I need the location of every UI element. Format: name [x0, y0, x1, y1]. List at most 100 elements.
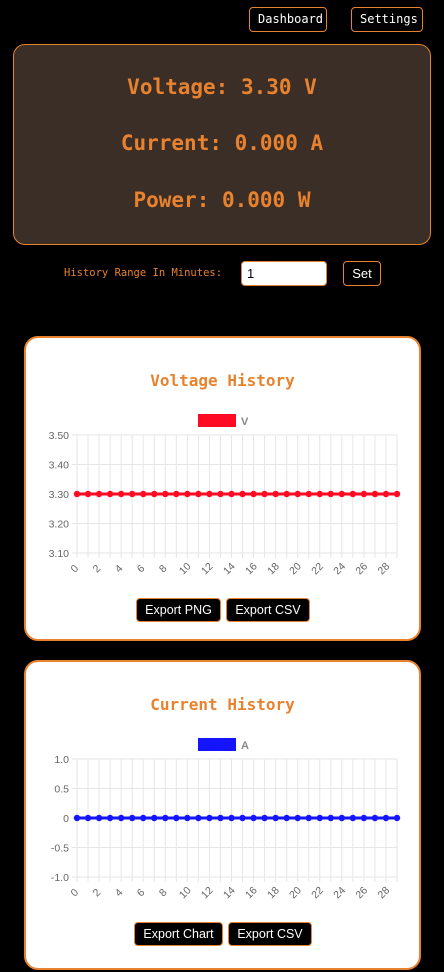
data-point[interactable]	[382, 814, 390, 822]
data-point[interactable]	[206, 814, 213, 822]
data-point[interactable]	[294, 490, 301, 498]
x-tick-label: 16	[243, 560, 260, 577]
data-point[interactable]	[283, 814, 290, 822]
data-point[interactable]	[360, 490, 368, 498]
x-tick-label: 6	[135, 562, 148, 575]
dashboard-button[interactable]: Dashboard	[249, 7, 327, 32]
data-point[interactable]	[184, 490, 191, 498]
x-tick-label: 24	[331, 560, 348, 577]
y-tick-label: 3.10	[49, 548, 70, 560]
data-point[interactable]	[261, 490, 268, 498]
current-history-card: Current History 1.0 0.5 0 -0.5 -1.0 0 2 4 6 8 10 12…	[24, 660, 421, 970]
x-tick-label: 0	[69, 562, 82, 575]
data-point[interactable]	[140, 814, 147, 822]
data-point[interactable]	[128, 814, 136, 822]
data-point[interactable]	[349, 490, 357, 498]
data-point[interactable]	[338, 814, 346, 822]
data-point[interactable]	[239, 490, 246, 498]
y-tick-label: 3.30	[49, 489, 70, 501]
data-point[interactable]	[261, 814, 268, 822]
data-point[interactable]	[305, 490, 312, 498]
export-chart-button[interactable]: Export Chart	[134, 922, 223, 946]
export-voltage-csv-button[interactable]: Export CSV	[226, 598, 310, 622]
x-tick-label: 18	[265, 884, 282, 901]
chart-legend[interactable]: V	[198, 414, 249, 428]
data-point[interactable]	[95, 490, 103, 498]
data-point[interactable]	[338, 490, 346, 498]
data-point[interactable]	[316, 490, 323, 498]
data-point[interactable]	[173, 490, 180, 498]
data-point[interactable]	[316, 814, 323, 822]
data-point[interactable]	[151, 814, 158, 822]
history-range-label: History Range In Minutes:	[64, 267, 223, 279]
legend-label: V	[241, 416, 249, 428]
data-point[interactable]	[217, 814, 224, 822]
settings-button[interactable]: Settings	[351, 7, 423, 32]
data-point[interactable]	[283, 490, 290, 498]
data-point[interactable]	[140, 490, 147, 498]
data-point[interactable]	[195, 814, 202, 822]
data-point[interactable]	[162, 814, 169, 822]
x-tick-label: 10	[177, 560, 194, 577]
x-tick-label: 6	[135, 886, 148, 899]
data-point[interactable]	[106, 490, 114, 498]
data-point[interactable]	[272, 490, 279, 498]
data-point[interactable]	[305, 814, 312, 822]
data-point[interactable]	[228, 814, 235, 822]
data-point[interactable]	[117, 814, 125, 822]
data-point[interactable]	[228, 490, 235, 498]
current-history-title: Current History	[150, 695, 295, 714]
data-point[interactable]	[294, 814, 301, 822]
x-tick-label: 22	[309, 884, 326, 901]
data-point[interactable]	[349, 814, 357, 822]
data-point[interactable]	[327, 814, 334, 822]
data-point[interactable]	[371, 490, 379, 498]
data-point[interactable]	[73, 490, 81, 498]
y-tick-label: 3.40	[49, 460, 70, 472]
data-point[interactable]	[195, 490, 202, 498]
x-tick-label: 0	[69, 886, 82, 899]
data-point[interactable]	[272, 814, 279, 822]
x-tick-label: 20	[287, 560, 304, 577]
x-tick-label: 28	[375, 884, 392, 901]
data-point[interactable]	[95, 814, 103, 822]
data-point[interactable]	[371, 814, 379, 822]
export-png-button[interactable]: Export PNG	[136, 598, 221, 622]
data-point[interactable]	[117, 490, 125, 498]
power-readout: Power: 0.000 W	[133, 188, 311, 212]
data-point[interactable]	[393, 814, 401, 822]
data-point[interactable]	[84, 814, 92, 822]
y-tick-label: 0.5	[54, 784, 69, 796]
data-point[interactable]	[382, 490, 390, 498]
data-point[interactable]	[162, 490, 169, 498]
data-point[interactable]	[360, 814, 368, 822]
data-point[interactable]	[250, 490, 257, 498]
data-point[interactable]	[84, 490, 92, 498]
current-history-chart: 1.00.50-0.5-1.00 2 4 6 8 10 12 14 16 18 20 22 24 26 28…	[51, 738, 401, 901]
data-point[interactable]	[106, 814, 114, 822]
export-current-csv-button[interactable]: Export CSV	[228, 922, 312, 946]
data-point[interactable]	[217, 490, 224, 498]
data-point[interactable]	[327, 490, 334, 498]
history-range-set-button[interactable]: Set	[343, 261, 381, 286]
data-point[interactable]	[239, 814, 246, 822]
x-tick-label: 24	[331, 884, 348, 901]
x-tick-label: 10	[177, 884, 194, 901]
data-point[interactable]	[184, 814, 191, 822]
voltage-history-card: Voltage History 3.50 3.40 3.30 3.20 3.10 0 2 4 6…	[24, 336, 421, 641]
data-point[interactable]	[206, 490, 213, 498]
data-point[interactable]	[151, 490, 158, 498]
history-range-input[interactable]	[241, 261, 327, 286]
x-tick-label: 26	[353, 560, 370, 577]
voltage-history-title: Voltage History	[150, 371, 295, 390]
x-tick-label: 20	[287, 884, 304, 901]
data-point[interactable]	[250, 814, 257, 822]
chart-legend[interactable]: A	[198, 738, 249, 752]
data-point[interactable]	[173, 814, 180, 822]
x-tick-label: 14	[221, 884, 238, 901]
data-point[interactable]	[73, 814, 81, 822]
x-tick-label: 12	[199, 884, 216, 901]
data-point[interactable]	[128, 490, 136, 498]
x-tick-label: 14	[221, 560, 238, 577]
data-point[interactable]	[393, 490, 401, 498]
